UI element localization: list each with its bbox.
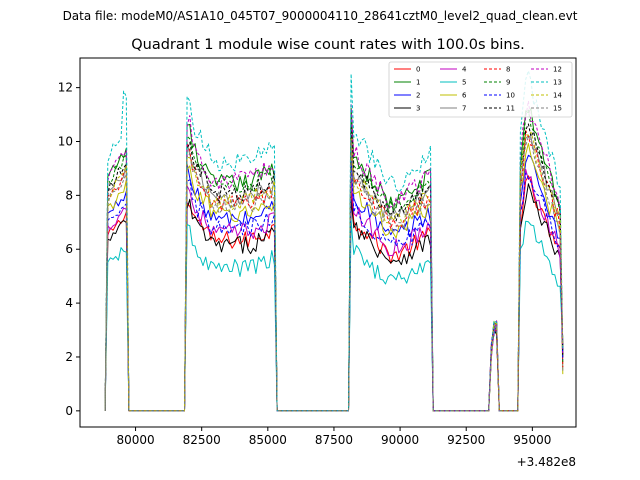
x-tick-label: 82500 (183, 433, 221, 447)
series-line-7 (104, 134, 564, 412)
legend-label-11: 11 (506, 105, 515, 113)
series-line-1 (104, 107, 564, 412)
x-tick-label: 90000 (381, 433, 419, 447)
x-tick-label: 95000 (513, 433, 551, 447)
series-line-15 (104, 135, 564, 412)
legend-label-9: 9 (506, 79, 510, 87)
series-line-2 (104, 150, 564, 412)
chart-title: Quadrant 1 module wise count rates with … (131, 37, 525, 53)
y-tick-label: 0 (65, 404, 73, 418)
x-axis: 80000 82500 85000 87500 90000 92500 95000 (116, 427, 551, 447)
series-line-4 (104, 168, 564, 412)
legend-label-7: 7 (462, 105, 466, 113)
legend-label-8: 8 (506, 66, 510, 74)
y-tick-label: 8 (65, 188, 73, 202)
series-line-3 (104, 183, 564, 412)
y-tick-label: 10 (58, 134, 73, 148)
series-line-9 (104, 109, 564, 412)
series-line-12 (104, 100, 564, 412)
legend-label-13: 13 (553, 79, 562, 87)
x-tick-label: 92500 (447, 433, 485, 447)
series-line-11 (104, 123, 564, 412)
x-tick-label: 85000 (249, 433, 287, 447)
legend-label-10: 10 (506, 92, 515, 100)
legend-label-0: 0 (416, 66, 420, 74)
y-tick-label: 6 (65, 242, 73, 256)
series-lines (104, 70, 564, 412)
legend-label-4: 4 (462, 66, 467, 74)
x-offset-label: +3.482e8 (517, 455, 576, 469)
y-axis: 0 2 4 6 8 10 12 (58, 81, 80, 418)
suptitle: Data file: modeM0/AS1A10_045T07_90000041… (63, 9, 578, 23)
y-tick-label: 12 (58, 81, 73, 95)
legend-label-2: 2 (416, 92, 420, 100)
x-tick-label: 87500 (315, 433, 353, 447)
y-tick-label: 2 (65, 350, 73, 364)
x-tick-label: 80000 (116, 433, 154, 447)
series-line-5 (104, 219, 564, 412)
series-line-6 (104, 141, 564, 412)
legend-label-6: 6 (462, 92, 467, 100)
legend-label-15: 15 (553, 105, 562, 113)
legend-label-12: 12 (553, 66, 562, 74)
series-line-10 (104, 160, 564, 412)
series-line-0 (104, 175, 564, 412)
axes-frame (79, 57, 577, 428)
legend-label-3: 3 (416, 105, 420, 113)
plot-area (79, 57, 577, 428)
y-tick-label: 4 (65, 296, 73, 310)
series-line-14 (104, 131, 564, 412)
legend-label-14: 14 (553, 92, 562, 100)
legend-label-5: 5 (462, 79, 466, 87)
legend-label-1: 1 (416, 79, 420, 87)
series-line-13 (104, 70, 564, 412)
legend-frame (388, 61, 573, 118)
series-line-8 (104, 130, 564, 412)
